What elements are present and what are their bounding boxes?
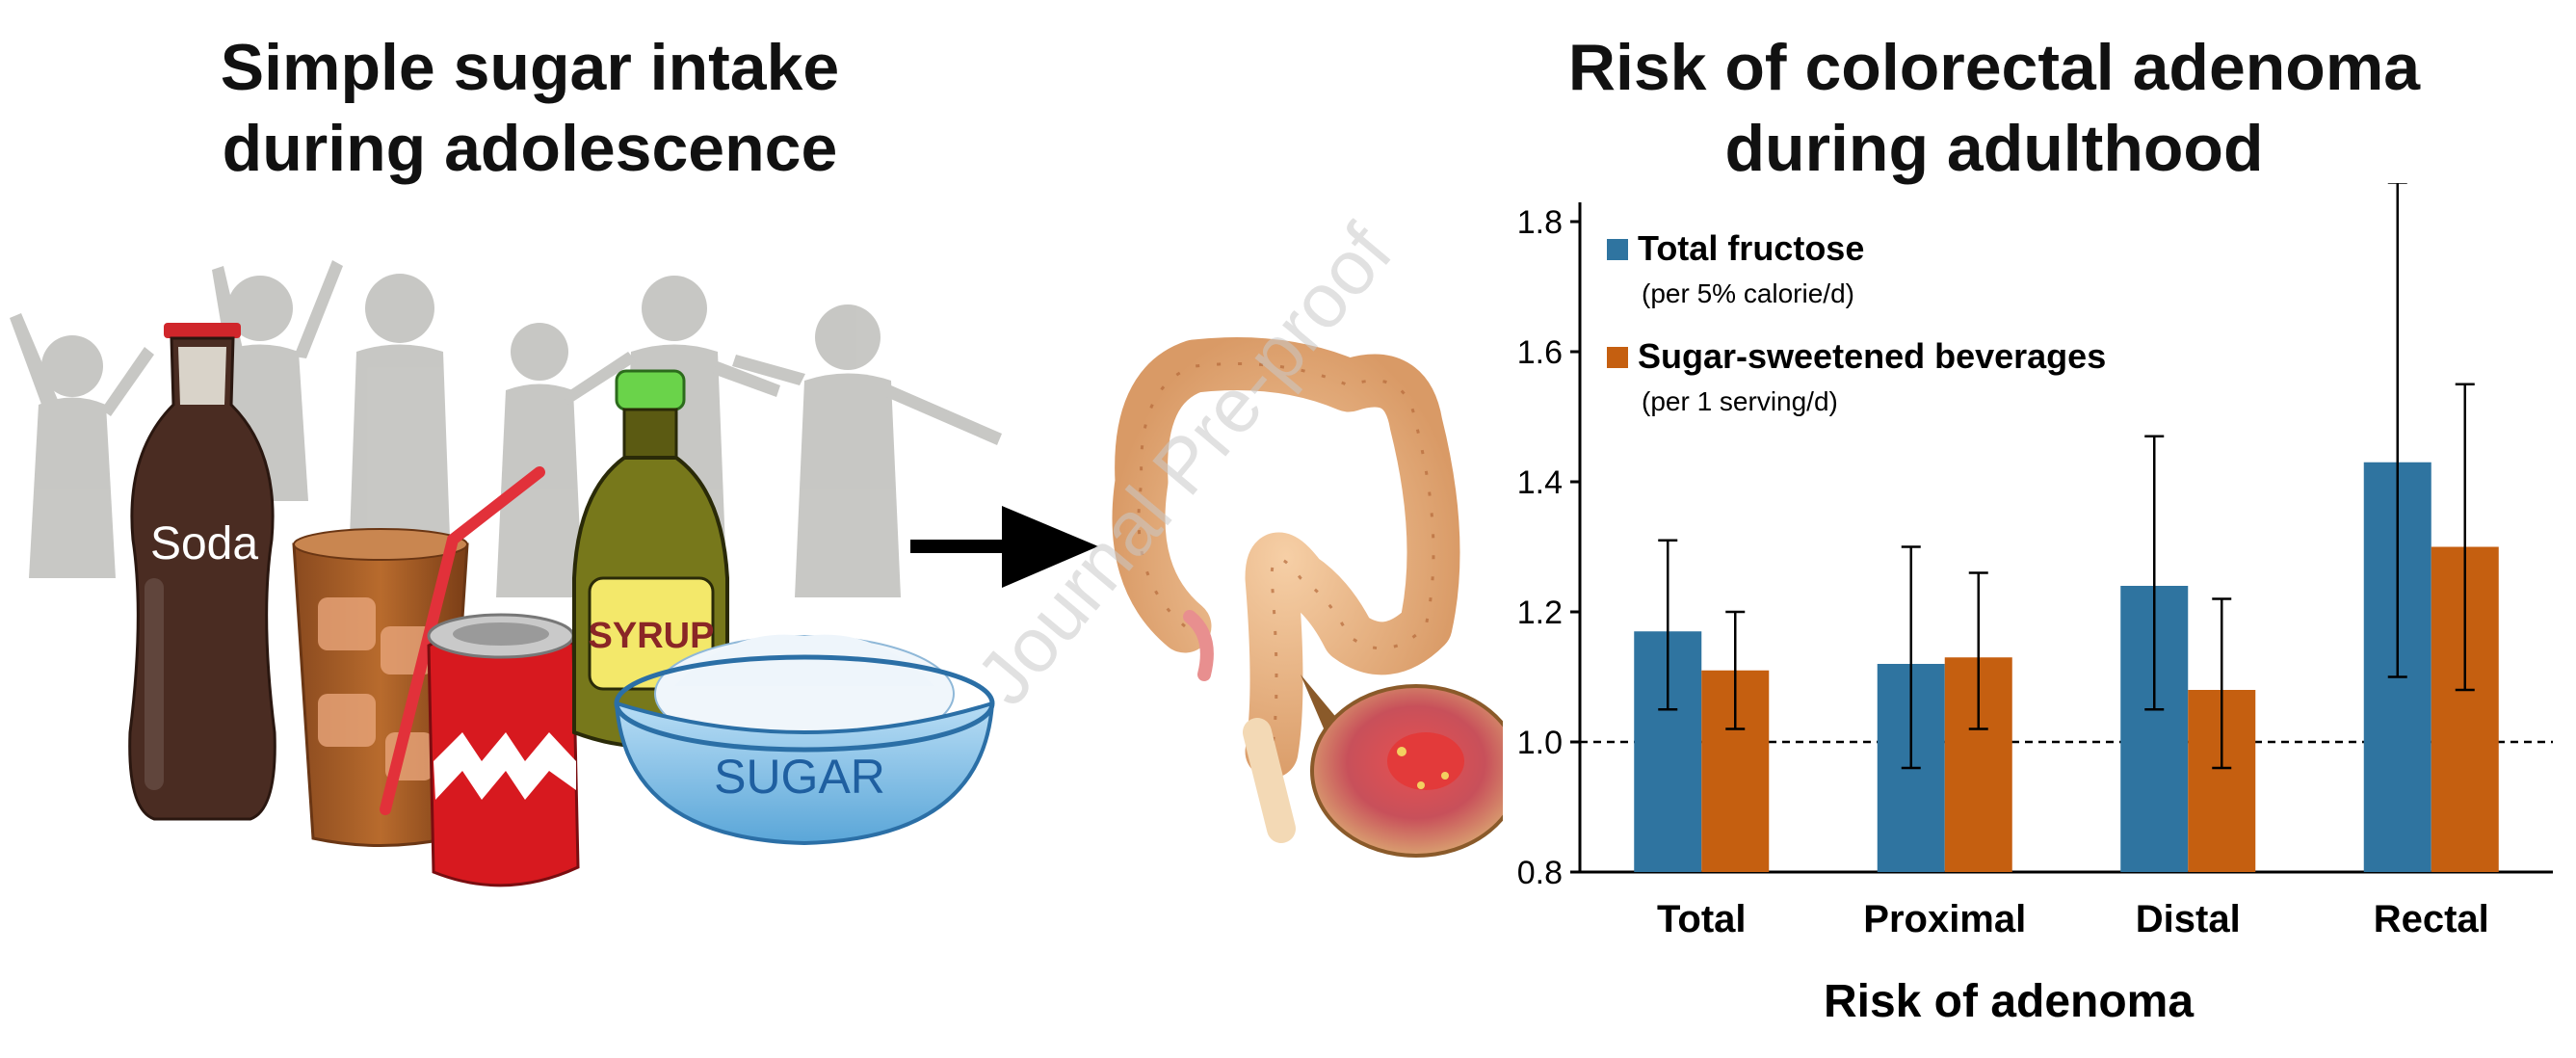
sugar-bowl-icon: SUGAR: [614, 634, 995, 846]
legend-swatch-fructose: [1607, 239, 1628, 260]
x-tick-label-proximal: Proximal: [1863, 898, 2026, 940]
right-arrow-icon: [910, 506, 1098, 588]
silhouette-child-4: [496, 323, 583, 597]
x-tick-label-rectal: Rectal: [2374, 898, 2489, 940]
y-tick-label: 0.8: [1517, 855, 1563, 891]
soda-label: Soda: [150, 518, 258, 569]
adenoma-risk-chart: 0.8 1.0 1.2 1.4 1.6 1.8 Total Proximal Distal Rec…: [1517, 183, 2553, 1027]
right-title-line-1: Risk of colorectal adenoma: [1567, 31, 2421, 104]
left-title-line-1: Simple sugar intake: [220, 31, 840, 104]
legend-label-fructose: Total fructose: [1638, 228, 1864, 268]
syrup-label: SYRUP: [589, 616, 715, 656]
right-panel-title: Risk of colorectal adenoma during adulth…: [1445, 27, 2543, 189]
legend-note-ssb: (per 1 serving/d): [1642, 386, 1838, 416]
y-tick-label: 1.2: [1517, 595, 1563, 631]
colon-icon: [1112, 337, 1460, 843]
x-tick-label-distal: Distal: [2136, 898, 2241, 940]
left-panel-title: Simple sugar intake during adolescence: [67, 27, 992, 189]
silhouette-child-6: [732, 304, 1002, 597]
soda-bottle-icon: Soda: [128, 323, 276, 821]
y-tick-label: 1.4: [1517, 464, 1563, 501]
y-tick-label: 1.6: [1517, 334, 1563, 371]
y-tick-label: 1.0: [1517, 725, 1563, 761]
soda-can-icon: [427, 613, 580, 887]
left-title-line-2: during adolescence: [222, 112, 838, 185]
illustration-canvas: Soda SYRUP SUGAR: [10, 208, 1503, 887]
legend-note-fructose: (per 5% calorie/d): [1642, 278, 1854, 308]
x-axis-title: Risk of adenoma: [1824, 976, 2194, 1027]
legend-label-ssb: Sugar-sweetened beverages: [1638, 336, 2106, 376]
chart-plot-area: 0.8 1.0 1.2 1.4 1.6 1.8 Total Proximal Distal Rec…: [1517, 183, 2553, 1027]
legend-swatch-ssb: [1607, 347, 1628, 368]
y-tick-label: 1.8: [1517, 204, 1563, 241]
x-tick-label-total: Total: [1657, 898, 1747, 940]
right-title-line-2: during adulthood: [1724, 112, 2264, 185]
adenoma-polyp-icon: [1301, 674, 1503, 858]
silhouette-child-1: [10, 313, 154, 578]
sugar-label: SUGAR: [714, 750, 885, 804]
iced-glass-icon: [292, 466, 545, 847]
